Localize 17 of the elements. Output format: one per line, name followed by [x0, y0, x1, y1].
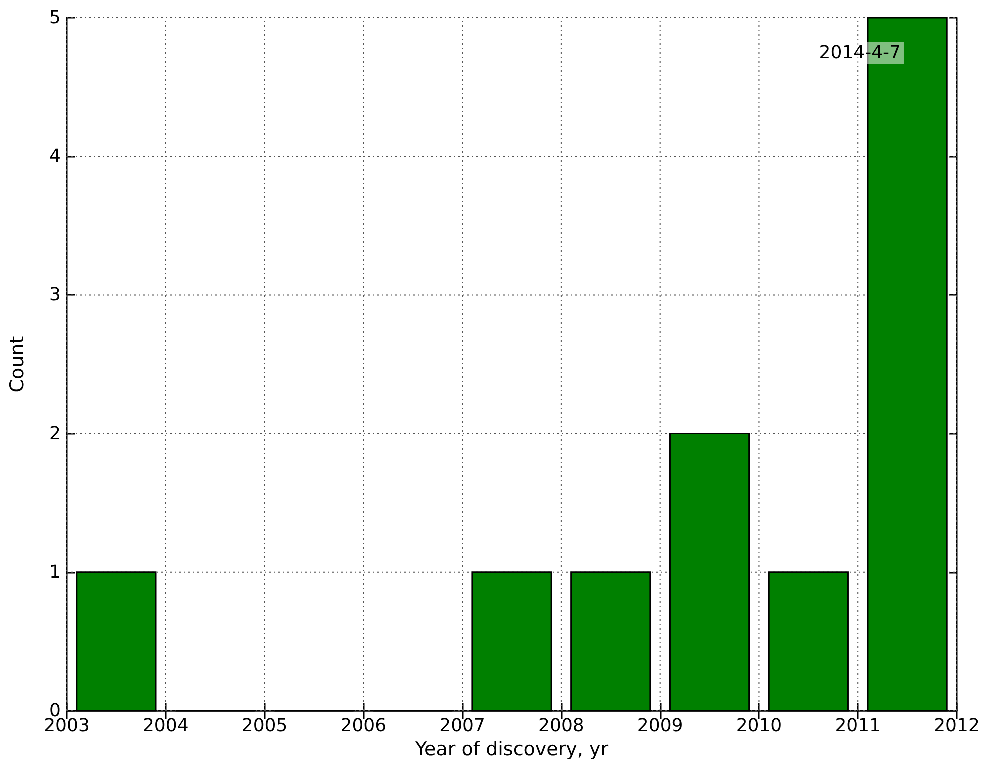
x-axis-title: Year of discovery, yr: [414, 738, 609, 760]
annotation: 2014-4-7: [819, 42, 901, 64]
x-tick-label: 2004: [142, 716, 189, 736]
x-tick-label: 2012: [934, 716, 980, 736]
x-tick-label: 2011: [835, 716, 882, 736]
y-tick-label: 2: [50, 423, 61, 444]
x-tick-label: 2008: [538, 716, 584, 736]
y-tick-label: 4: [50, 146, 61, 168]
y-axis-title: Count: [6, 336, 28, 393]
y-tick-label: 1: [50, 562, 61, 583]
y-tick-label: 3: [50, 284, 61, 306]
x-tick-label: 2007: [440, 716, 486, 736]
x-tick-label: 2009: [637, 716, 684, 736]
y-tick-label: 5: [50, 8, 61, 28]
x-tick-label: 2006: [340, 716, 387, 736]
x-tick-label: 2010: [736, 716, 782, 736]
x-tick-label: 2005: [242, 716, 288, 736]
